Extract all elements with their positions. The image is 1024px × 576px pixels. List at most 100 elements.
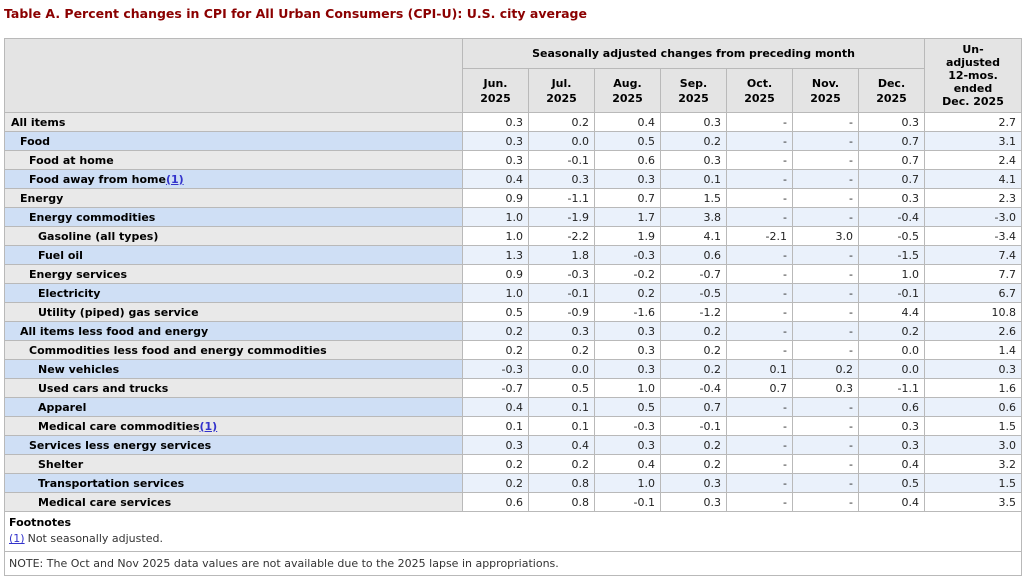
value-cell: 0.9 [462, 188, 529, 208]
value-cell: 0.4 [858, 492, 925, 512]
value-cell: 4.4 [858, 302, 925, 322]
value-cell: 3.5 [924, 492, 1022, 512]
value-cell: 0.2 [660, 340, 727, 360]
value-cell: 1.3 [462, 245, 529, 265]
value-cell: - [726, 112, 793, 132]
value-cell: 0.6 [858, 397, 925, 417]
value-cell: - [792, 435, 859, 455]
value-cell: 0.2 [660, 435, 727, 455]
value-cell: 1.0 [462, 207, 529, 227]
value-cell: - [792, 416, 859, 436]
value-cell: 0.4 [858, 454, 925, 474]
value-cell: 0.0 [528, 359, 595, 379]
value-cell: -0.3 [462, 359, 529, 379]
value-cell: 0.7 [858, 131, 925, 151]
footnote-ref-link[interactable]: (1) [165, 172, 184, 186]
value-cell: 0.3 [858, 435, 925, 455]
value-cell: 0.9 [462, 264, 529, 284]
footnotes-heading: Footnotes [9, 516, 72, 529]
footnote-ref-link[interactable]: (1) [199, 419, 218, 433]
value-cell: 0.2 [660, 359, 727, 379]
value-cell: 0.3 [594, 359, 661, 379]
value-cell: 0.3 [594, 169, 661, 189]
value-cell: 3.0 [924, 435, 1022, 455]
value-cell: -0.4 [660, 378, 727, 398]
value-cell: 0.3 [660, 473, 727, 493]
value-cell: 1.8 [528, 245, 595, 265]
value-cell: - [726, 264, 793, 284]
value-cell: 0.3 [528, 321, 595, 341]
row-label-food-at-home: Food at home [4, 150, 463, 170]
footnote-item: (1) Not seasonally adjusted. [9, 532, 1017, 545]
row-label-electricity: Electricity [4, 283, 463, 303]
value-cell: 0.3 [594, 321, 661, 341]
value-cell: - [726, 188, 793, 208]
value-cell: 0.2 [462, 340, 529, 360]
value-cell: 0.5 [594, 131, 661, 151]
value-cell: 1.9 [594, 226, 661, 246]
col-header-unadjusted-12mos: Un-adjusted 12-mos. ended Dec. 2025 [924, 38, 1022, 113]
value-cell: 1.7 [594, 207, 661, 227]
value-cell: -3.0 [924, 207, 1022, 227]
value-cell: 0.3 [660, 112, 727, 132]
footnote-ref-link[interactable]: (1) [9, 532, 25, 545]
value-cell: 10.8 [924, 302, 1022, 322]
value-cell: - [792, 302, 859, 322]
value-cell: - [726, 435, 793, 455]
value-cell: - [792, 169, 859, 189]
value-cell: 0.3 [462, 150, 529, 170]
value-cell: 4.1 [660, 226, 727, 246]
table-row-medical-care-services: Medical care services 0.6 0.8 -0.1 0.3- -0.4 3… [4, 492, 1022, 512]
value-cell: - [726, 150, 793, 170]
value-cell: -0.1 [858, 283, 925, 303]
row-label-all-items-less-food-and-energy: All items less food and energy [4, 321, 463, 341]
value-cell: 0.1 [528, 397, 595, 417]
value-cell: - [726, 302, 793, 322]
group-header: Seasonally adjusted changes from precedi… [462, 38, 925, 69]
value-cell: 0.1 [726, 359, 793, 379]
row-label-medical-care-services: Medical care services [4, 492, 463, 512]
row-label-utility-piped-gas-service: Utility (piped) gas service [4, 302, 463, 322]
value-cell: 0.2 [528, 454, 595, 474]
value-cell: 1.0 [462, 226, 529, 246]
value-cell: -0.3 [594, 245, 661, 265]
corner-header [4, 38, 463, 113]
value-cell: 2.7 [924, 112, 1022, 132]
value-cell: 0.3 [858, 416, 925, 436]
value-cell: -1.2 [660, 302, 727, 322]
value-cell: 2.6 [924, 321, 1022, 341]
table-row-utility-piped-gas-service: Utility (piped) gas service 0.5 -0.9 -1.6 -1… [4, 302, 1022, 322]
value-cell: 0.4 [594, 454, 661, 474]
col-header-dec-2025: Dec. 2025 [858, 68, 925, 113]
col-header-aug-2025: Aug. 2025 [594, 68, 661, 113]
row-label-energy: Energy [4, 188, 463, 208]
value-cell: 0.4 [462, 397, 529, 417]
value-cell: -0.3 [594, 416, 661, 436]
value-cell: -0.4 [858, 207, 925, 227]
value-cell: 0.0 [858, 359, 925, 379]
value-cell: 0.2 [660, 321, 727, 341]
table-row-services-less-energy-services: Services less energy services 0.3 0.4 0.3 0.… [4, 435, 1022, 455]
value-cell: 0.6 [660, 245, 727, 265]
value-cell: -0.5 [858, 226, 925, 246]
value-cell: -1.5 [858, 245, 925, 265]
value-cell: - [792, 283, 859, 303]
value-cell: 0.7 [660, 397, 727, 417]
value-cell: 3.0 [792, 226, 859, 246]
value-cell: 0.8 [528, 473, 595, 493]
value-cell: 0.3 [594, 340, 661, 360]
value-cell: -1.1 [858, 378, 925, 398]
table-row-transportation-services: Transportation services 0.2 0.8 1.0 0.3- -0.5… [4, 473, 1022, 493]
cpi-table: Seasonally adjusted changes from precedi… [4, 38, 1022, 576]
row-label-commodities-less-food-and-energy-commodities: Commodities less food and energy commodi… [4, 340, 463, 360]
row-label-transportation-services: Transportation services [4, 473, 463, 493]
table-row-apparel: Apparel 0.4 0.1 0.5 0.7- -0.6 0.6 [4, 397, 1022, 417]
value-cell: 0.2 [660, 131, 727, 151]
row-label-new-vehicles: New vehicles [4, 359, 463, 379]
header-row-months: Jun. 2025 Jul. 2025 Aug. 2025 Sep. 2025 Oct. 2025… [5, 68, 1022, 113]
value-cell: 0.4 [462, 169, 529, 189]
col-header-oct-2025: Oct. 2025 [726, 68, 793, 113]
value-cell: 1.0 [594, 378, 661, 398]
row-label-energy-services: Energy services [4, 264, 463, 284]
value-cell: -0.5 [660, 283, 727, 303]
